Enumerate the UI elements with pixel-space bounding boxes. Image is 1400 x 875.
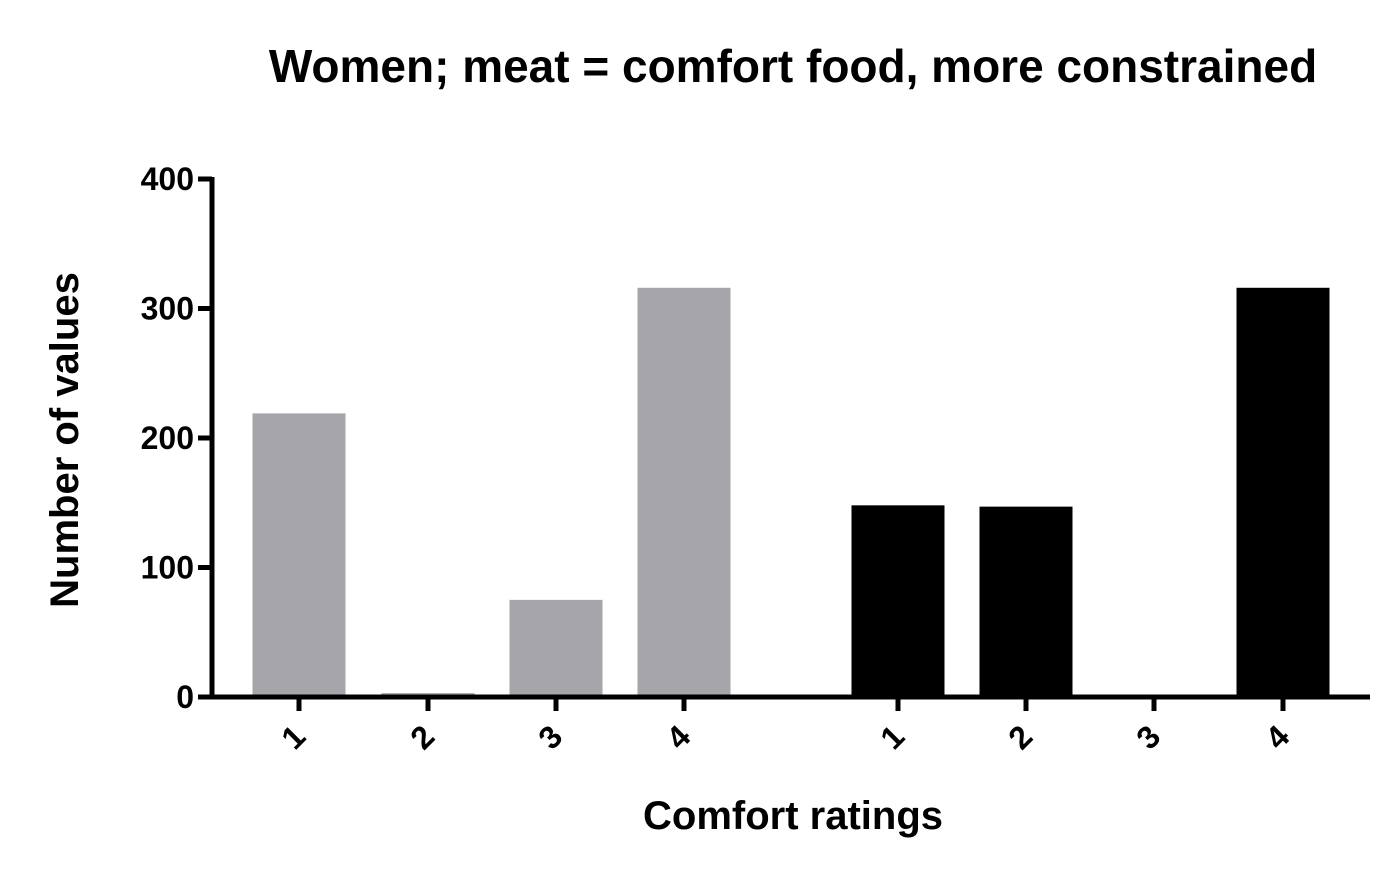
x-axis-label: Comfort ratings [643,794,943,838]
x-tick-label: 4 [659,718,697,756]
bar [252,413,346,695]
y-tick-label: 0 [176,679,194,715]
x-tick-label: 1 [274,718,312,756]
y-axis-label: Number of values [43,272,87,608]
y-tick-label: 400 [141,161,194,197]
x-tick-label: 4 [1258,718,1296,756]
bar [851,505,945,695]
plot-area: 0 100 200 300 400 1 2 3 4 1 2 3 4 [141,161,1370,756]
x-tick-label: 1 [873,718,911,756]
bar [509,599,603,695]
x-tick-label: 2 [1001,718,1039,756]
y-tick-label: 300 [141,291,194,327]
x-tick-label: 2 [403,718,441,756]
y-tick-label: 200 [141,420,194,456]
x-tick-label: 3 [531,718,569,756]
bar [637,287,731,695]
y-tick-label: 100 [141,550,194,586]
x-tick-label: 3 [1129,718,1167,756]
bar [1236,287,1330,695]
bar [979,506,1073,695]
bar [381,693,475,695]
chart-title: Women; meat = comfort food, more constra… [269,40,1317,92]
